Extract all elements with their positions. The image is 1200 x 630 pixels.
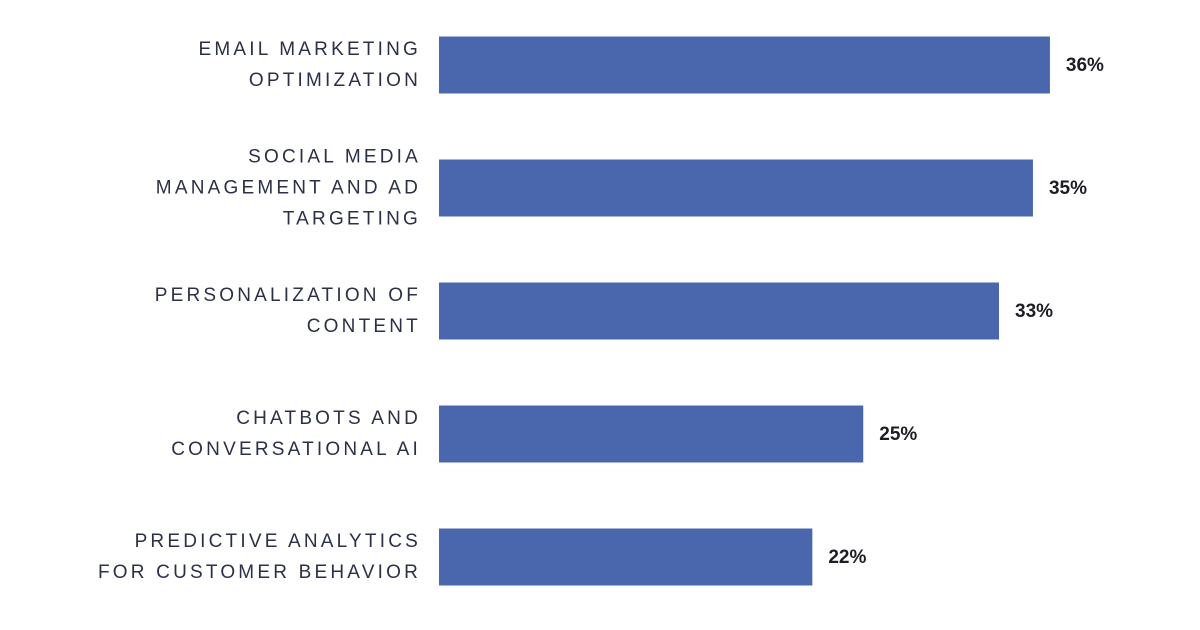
bar [439, 159, 1033, 217]
value-label: 33% [1015, 301, 1053, 322]
bar [439, 36, 1050, 94]
bar [439, 282, 1000, 340]
bar [439, 528, 813, 586]
value-label: 36% [1066, 55, 1104, 76]
category-label: PREDICTIVE ANALYTICS FOR CUSTOMER BEHAVI… [97, 531, 421, 583]
category-label: EMAIL MARKETING OPTIMIZATION [198, 39, 421, 91]
value-label: 22% [828, 547, 866, 568]
value-label: 25% [879, 424, 917, 445]
value-label: 35% [1049, 178, 1087, 199]
category-label: SOCIAL MEDIA MANAGEMENT AND AD TARGETING [155, 146, 421, 230]
category-label: PERSONALIZATION OF CONTENT [154, 285, 421, 337]
category-label: CHATBOTS AND CONVERSATIONAL AI [171, 408, 421, 460]
bar [439, 405, 864, 463]
